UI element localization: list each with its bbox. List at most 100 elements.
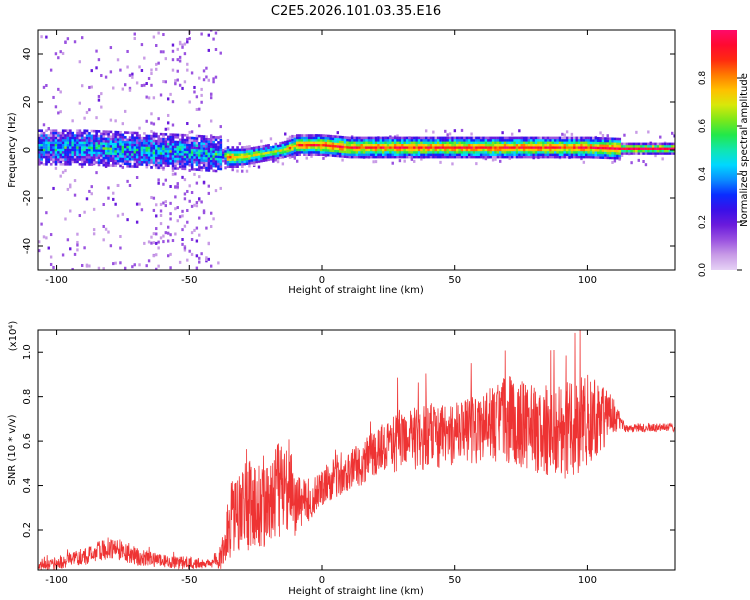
spectrogram-cell (38, 158, 41, 161)
spectrogram-cell (580, 148, 583, 152)
spectrogram-cell (620, 152, 624, 155)
spectrogram-cell (52, 95, 55, 99)
spectrogram-cell (422, 143, 426, 147)
spectrogram-cell (501, 139, 505, 142)
spectrogram-cell (76, 151, 79, 154)
spectrogram-cell (458, 146, 462, 149)
spectrogram-cell (659, 152, 662, 155)
spectrogram-cell (257, 165, 261, 169)
spectrogram-cell (214, 136, 218, 139)
spectrogram-cell (329, 154, 333, 157)
spectrogram-cell (467, 143, 471, 147)
spectrogram-cell (85, 131, 89, 135)
spectrogram-cell (639, 145, 643, 148)
spectrogram-cell (138, 139, 141, 142)
spectrogram-cell (54, 143, 58, 147)
spectrogram-cell (174, 79, 177, 83)
spectrogram-cell (123, 155, 127, 158)
spectrogram-cell (114, 147, 118, 151)
spectrogram-cell (140, 84, 144, 88)
spectrogram-cell (630, 149, 634, 153)
spectrogram-cell (217, 261, 220, 265)
spectrogram-cell (484, 139, 488, 142)
spectrogram-cell (164, 147, 168, 151)
spectrogram-cell (415, 139, 419, 142)
spectrogram-cell (178, 150, 182, 154)
spectrogram-cell (556, 141, 559, 144)
spectrogram-cell (157, 246, 160, 250)
x-tick-label: 50 (448, 575, 461, 586)
spectrogram-cell (116, 183, 120, 187)
spectrogram-cell (420, 139, 423, 142)
spectrogram-cell (76, 146, 79, 149)
spectrogram-cell (97, 142, 101, 145)
spectrogram-cell (341, 140, 344, 144)
spectrogram-cell (341, 138, 344, 141)
spectrogram-cell (362, 143, 366, 147)
spectrogram-cell (181, 214, 184, 218)
spectrogram-cell (71, 134, 75, 137)
spectrogram-cell (465, 153, 469, 156)
spectrogram-cell (121, 133, 125, 137)
spectrogram-cell (69, 141, 72, 144)
spectrogram-cell (135, 134, 139, 137)
spectrogram-cell (446, 141, 450, 144)
spectrogram-cell (102, 130, 106, 133)
spectrogram-cell (162, 149, 165, 153)
spectrogram-cell (90, 134, 94, 138)
spectrogram-cell (570, 148, 574, 152)
spectrogram-cell (458, 155, 462, 159)
spectrogram-cell (186, 162, 189, 166)
spectrogram-cell (150, 144, 153, 148)
spectrogram-cell (69, 155, 72, 159)
spectrogram-cell (413, 153, 416, 156)
spectrogram-cell (183, 155, 187, 159)
spectrogram-cell (219, 155, 223, 159)
spectrogram-cell (329, 134, 333, 138)
spectrogram-cell (164, 231, 168, 235)
spectrogram-cell (479, 141, 483, 144)
spectrogram-cell (448, 153, 452, 156)
spectrogram-cell (510, 141, 514, 144)
spectrogram-cell (606, 137, 610, 140)
spectrogram-cell (135, 136, 139, 140)
spectrogram-cell (119, 261, 122, 265)
spectrogram-cell (358, 151, 361, 154)
spectrogram-cell (556, 143, 559, 147)
spectrogram-cell (169, 162, 172, 165)
spectrogram-cell (135, 202, 139, 206)
spectrogram-cell (186, 134, 189, 137)
spectrogram-cell (49, 155, 53, 159)
spectrogram-cell (501, 141, 505, 144)
spectrogram-cell (61, 148, 65, 152)
spectrogram-cell (150, 161, 153, 164)
spectrogram-cell (128, 145, 132, 149)
spectrogram-cell (69, 143, 72, 147)
spectrogram-cell (608, 137, 612, 141)
spectrogram-cell (123, 109, 127, 113)
spectrogram-cell (379, 153, 383, 156)
spectrogram-cell (353, 146, 356, 149)
spectrogram-cell (269, 153, 273, 156)
spectrogram-cell (164, 164, 168, 167)
spectrogram-cell (623, 152, 626, 155)
spectrogram-cell (362, 155, 366, 159)
spectrogram-cell (420, 136, 423, 140)
spectrogram-cell (348, 141, 352, 144)
spectrogram-cell (200, 200, 203, 204)
spectrogram-cell (190, 167, 194, 171)
spectrogram-cell (176, 150, 180, 154)
spectrogram-cell (317, 141, 321, 144)
spectrogram-cell (42, 141, 46, 144)
spectrogram-cell (54, 148, 58, 152)
spectrogram-cell (183, 197, 187, 201)
spectrogram-cell (264, 149, 268, 152)
spectrogram-cell (427, 148, 430, 152)
spectrogram-cell (623, 147, 626, 150)
spectrogram-cell (436, 141, 440, 144)
spectrogram-cell (52, 158, 55, 161)
spectrogram-cell (596, 156, 600, 159)
spectrogram-cell (377, 148, 380, 152)
spectrogram-cell (212, 152, 215, 156)
spectrogram-cell (200, 144, 204, 148)
